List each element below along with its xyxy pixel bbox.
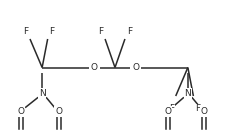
Text: O: O xyxy=(90,63,97,72)
Text: N: N xyxy=(39,89,45,98)
Text: F: F xyxy=(98,27,103,36)
Text: F: F xyxy=(126,27,131,36)
Text: O: O xyxy=(164,107,171,116)
Text: F: F xyxy=(49,27,55,36)
Text: O: O xyxy=(200,107,207,116)
Text: F: F xyxy=(168,104,173,114)
Text: N: N xyxy=(184,89,190,98)
Text: O: O xyxy=(18,107,25,116)
Text: F: F xyxy=(23,27,28,36)
Text: F: F xyxy=(194,104,199,114)
Text: O: O xyxy=(55,107,62,116)
Text: O: O xyxy=(132,63,139,72)
